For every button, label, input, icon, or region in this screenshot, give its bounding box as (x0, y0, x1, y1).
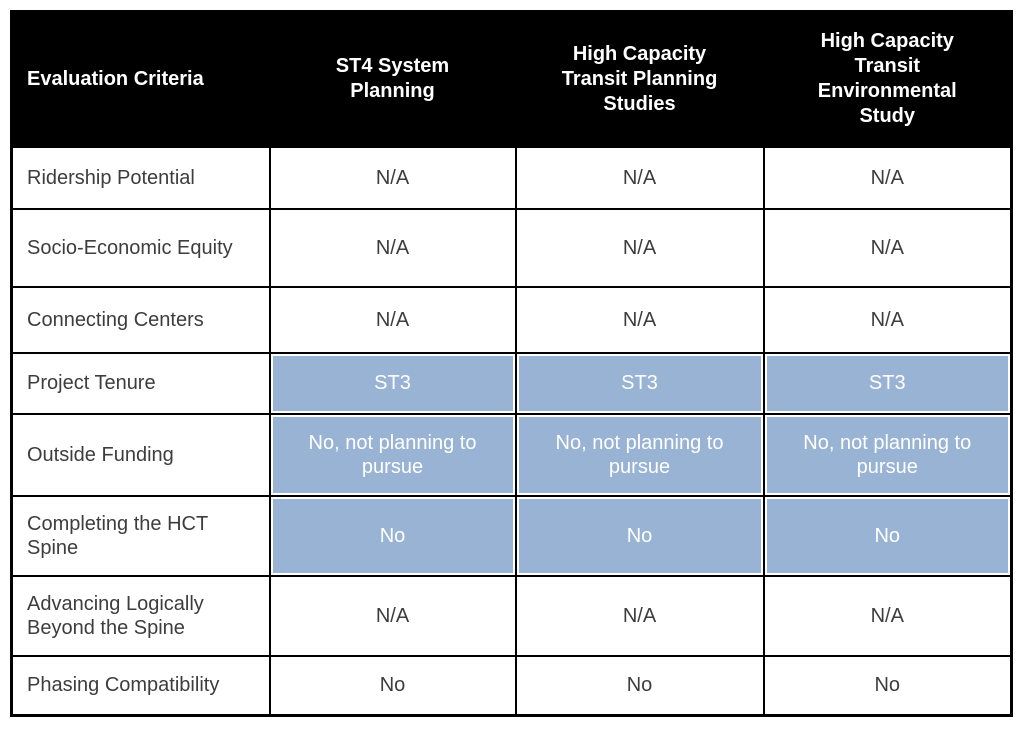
criteria-cell: Ridership Potential (10, 145, 271, 210)
column-header: High Capacity Transit Planning Studies (514, 10, 765, 148)
value-cell: No (268, 654, 517, 717)
table-row: Connecting Centers N/A N/A N/A (10, 285, 1013, 354)
value-cell: No (762, 494, 1013, 577)
value-cell: N/A (762, 207, 1013, 288)
evaluation-criteria-table: Evaluation Criteria ST4 System Planning Hi… (10, 10, 1013, 717)
criteria-cell: Outside Funding (10, 412, 271, 497)
criteria-cell: Advancing Logically Beyond the Spine (10, 574, 271, 657)
value-cell: ST3 (514, 351, 765, 415)
value-cell: ST3 (762, 351, 1013, 415)
value-cell: N/A (268, 285, 517, 354)
value-cell: No, not planning to pursue (514, 412, 765, 497)
criteria-cell: Phasing Compatibility (10, 654, 271, 717)
column-header: High Capacity Transit Environmental Stud… (762, 10, 1013, 148)
value-cell: N/A (762, 145, 1013, 210)
value-cell: N/A (268, 145, 517, 210)
value-cell: N/A (514, 285, 765, 354)
value-cell: No (514, 654, 765, 717)
column-header: Evaluation Criteria (10, 10, 271, 148)
value-cell: No (762, 654, 1013, 717)
header-row: Evaluation Criteria ST4 System Planning Hi… (10, 10, 1013, 148)
table-row: Advancing Logically Beyond the Spine N/A N… (10, 574, 1013, 657)
column-header: ST4 System Planning (268, 10, 517, 148)
value-cell: N/A (514, 574, 765, 657)
criteria-cell: Connecting Centers (10, 285, 271, 354)
table-row: Outside Funding No, not planning to pursu… (10, 412, 1013, 497)
value-cell: N/A (762, 574, 1013, 657)
criteria-cell: Completing the HCT Spine (10, 494, 271, 577)
table-row: Socio-Economic Equity N/A N/A N/A (10, 207, 1013, 288)
table-body: Ridership Potential N/A N/A N/A Socio-Econom… (10, 145, 1013, 717)
value-cell: N/A (514, 207, 765, 288)
table-row: Phasing Compatibility No No No (10, 654, 1013, 717)
table-row: Ridership Potential N/A N/A N/A (10, 145, 1013, 210)
value-cell: N/A (268, 574, 517, 657)
table-row: Project Tenure ST3 ST3 ST3 (10, 351, 1013, 415)
value-cell: No, not planning to pursue (762, 412, 1013, 497)
value-cell: ST3 (268, 351, 517, 415)
value-cell: N/A (268, 207, 517, 288)
value-cell: No (514, 494, 765, 577)
criteria-cell: Socio-Economic Equity (10, 207, 271, 288)
criteria-cell: Project Tenure (10, 351, 271, 415)
table-row: Completing the HCT Spine No No No (10, 494, 1013, 577)
value-cell: N/A (762, 285, 1013, 354)
value-cell: No, not planning to pursue (268, 412, 517, 497)
value-cell: N/A (514, 145, 765, 210)
value-cell: No (268, 494, 517, 577)
